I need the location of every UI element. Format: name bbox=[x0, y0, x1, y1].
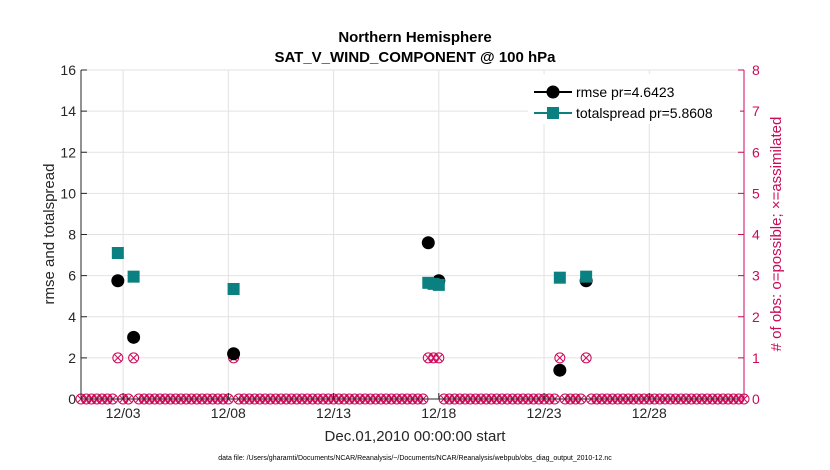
x-tick-label: 12/08 bbox=[211, 405, 246, 421]
chart-title: Northern Hemisphere bbox=[338, 29, 491, 46]
rmse-point bbox=[421, 236, 435, 250]
obs-possible-marker bbox=[554, 352, 566, 364]
y-tick-label: 10 bbox=[60, 185, 76, 201]
x-tick-label: 12/03 bbox=[106, 405, 141, 421]
totalspread-point bbox=[553, 271, 566, 284]
y-tick-label: 14 bbox=[60, 103, 76, 119]
rmse-point bbox=[111, 274, 125, 288]
legend: rmse pr=4.6423 totalspread pr=5.8608 bbox=[528, 74, 740, 124]
footnote: data file: /Users/gharamti/Documents/NCA… bbox=[218, 455, 612, 462]
grid bbox=[81, 69, 744, 399]
y-tick-label: 4 bbox=[68, 309, 76, 325]
legend-totalspread-label: totalspread pr=5.8608 bbox=[576, 105, 713, 121]
y-axis-label: rmse and totalspread bbox=[41, 164, 58, 305]
rmse-point bbox=[227, 347, 241, 361]
legend-rmse-marker bbox=[546, 85, 560, 99]
y-axis-label-right: # of obs: o=possible; ×=assimilated bbox=[768, 117, 785, 352]
y-right-tick-label: 4 bbox=[752, 227, 760, 243]
obs-assimilated-marker bbox=[129, 353, 138, 362]
y-tick-label: 0 bbox=[68, 391, 76, 407]
totalspread-point bbox=[111, 247, 124, 260]
y-right-tick-label: 3 bbox=[752, 268, 760, 284]
totalspread-point bbox=[432, 278, 445, 291]
y-tick-label: 8 bbox=[68, 227, 76, 243]
rmse-point bbox=[553, 363, 567, 377]
axis-ticks: 12/03 12/08 12/13 12/18 12/23 12/280246810121… bbox=[60, 62, 760, 421]
obs-assimilated-marker bbox=[113, 353, 122, 362]
rmse-point bbox=[127, 330, 141, 344]
y-right-tick-label: 1 bbox=[752, 350, 760, 366]
y-right-tick-label: 5 bbox=[752, 185, 760, 201]
totalspread-point bbox=[580, 270, 593, 283]
chart-subtitle: SAT_V_WIND_COMPONENT @ 100 hPa bbox=[274, 49, 556, 66]
x-tick-label: 12/28 bbox=[632, 405, 667, 421]
obs-possible-marker bbox=[433, 352, 445, 364]
x-tick-label: 12/23 bbox=[527, 405, 562, 421]
y-right-tick-label: 6 bbox=[752, 144, 760, 160]
y-tick-label: 16 bbox=[60, 62, 76, 78]
obs-possible-marker bbox=[580, 352, 592, 364]
obs-possible-marker bbox=[128, 352, 140, 364]
y-right-tick-label: 8 bbox=[752, 62, 760, 78]
obs-assimilated-marker bbox=[582, 353, 591, 362]
legend-rmse-label: rmse pr=4.6423 bbox=[576, 84, 675, 100]
totalspread-point bbox=[227, 282, 240, 295]
y-right-tick-label: 0 bbox=[752, 391, 760, 407]
y-tick-label: 2 bbox=[68, 350, 76, 366]
obs-assimilated-marker bbox=[555, 353, 564, 362]
x-tick-label: 12/18 bbox=[421, 405, 456, 421]
data-series bbox=[111, 236, 593, 377]
obs-possible-marker bbox=[112, 352, 124, 364]
obs-assimilated-marker bbox=[434, 353, 443, 362]
x-axis-label: Dec.01,2010 00:00:00 start bbox=[325, 428, 507, 445]
y-right-tick-label: 7 bbox=[752, 103, 760, 119]
y-tick-label: 6 bbox=[68, 268, 76, 284]
x-tick-label: 12/13 bbox=[316, 405, 351, 421]
y-tick-label: 12 bbox=[60, 144, 76, 160]
totalspread-point bbox=[127, 270, 140, 283]
y-right-tick-label: 2 bbox=[752, 309, 760, 325]
legend-totalspread-marker bbox=[547, 107, 559, 119]
